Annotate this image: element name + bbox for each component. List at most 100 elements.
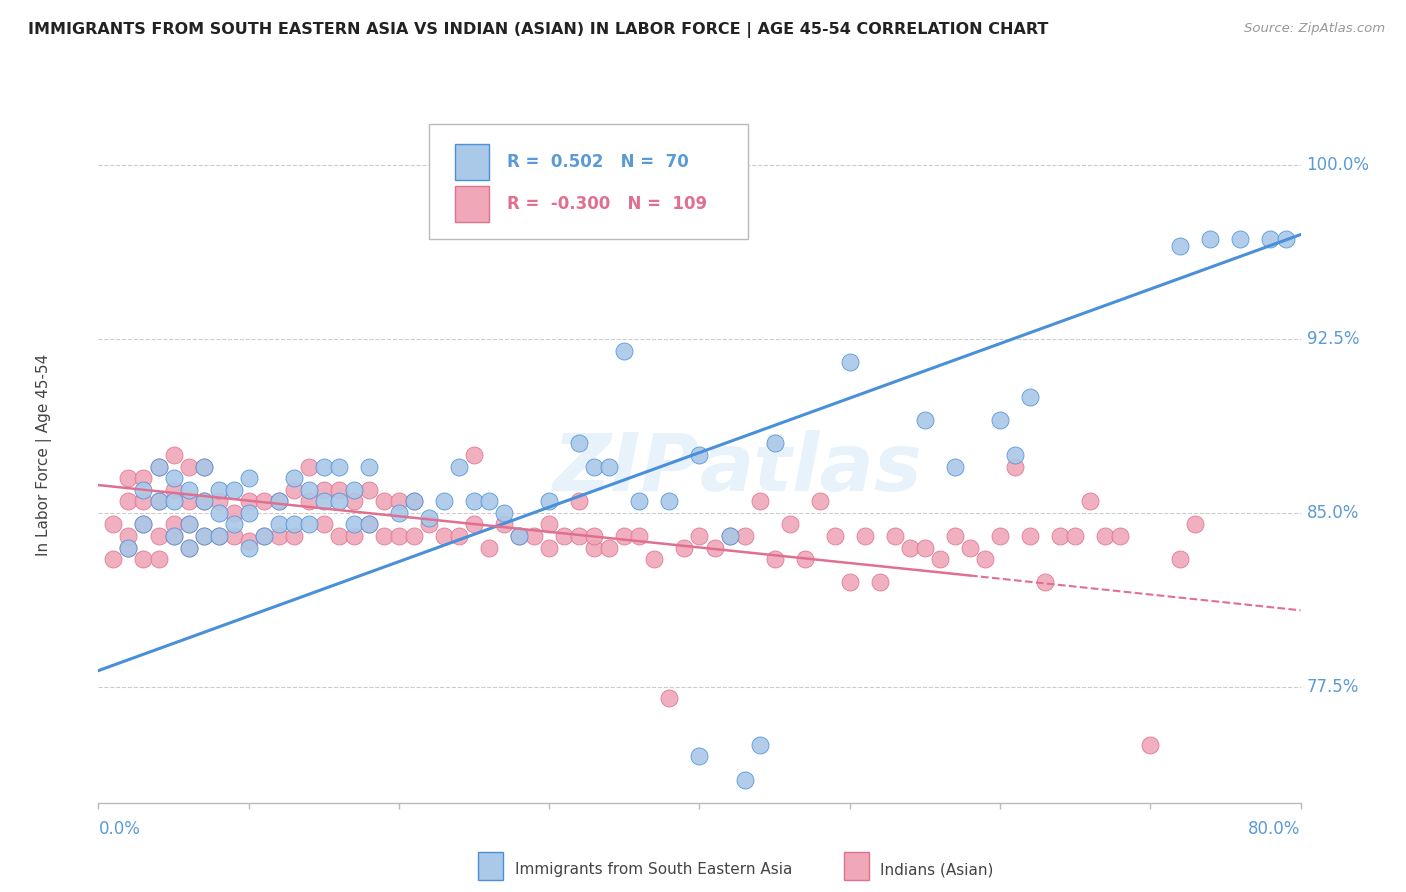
Point	[208, 494, 231, 508]
Point	[177, 459, 200, 474]
Point	[253, 494, 276, 508]
Point	[538, 517, 561, 532]
Text: R =  0.502   N =  70: R = 0.502 N = 70	[508, 153, 689, 171]
Point	[238, 541, 260, 555]
Point	[1229, 232, 1251, 246]
Point	[658, 691, 681, 706]
Point	[568, 436, 591, 450]
Point	[914, 541, 936, 555]
Point	[132, 471, 155, 485]
Point	[1019, 390, 1042, 404]
Point	[1109, 529, 1132, 543]
Point	[779, 517, 801, 532]
Point	[193, 529, 215, 543]
Point	[402, 529, 425, 543]
Text: 85.0%: 85.0%	[1306, 504, 1360, 522]
Point	[117, 541, 139, 555]
Point	[373, 494, 395, 508]
Point	[298, 483, 321, 497]
Point	[447, 459, 470, 474]
Point	[162, 529, 184, 543]
Text: atlas: atlas	[699, 430, 922, 508]
Point	[898, 541, 921, 555]
Point	[1019, 529, 1042, 543]
Point	[988, 529, 1011, 543]
Point	[1033, 575, 1056, 590]
Point	[583, 541, 606, 555]
Point	[763, 552, 786, 566]
Point	[343, 494, 366, 508]
Point	[283, 529, 305, 543]
Point	[283, 483, 305, 497]
Point	[298, 459, 321, 474]
Text: IMMIGRANTS FROM SOUTH EASTERN ASIA VS INDIAN (ASIAN) IN LABOR FORCE | AGE 45-54 : IMMIGRANTS FROM SOUTH EASTERN ASIA VS IN…	[28, 22, 1049, 38]
Point	[117, 494, 139, 508]
Point	[177, 517, 200, 532]
Point	[943, 529, 966, 543]
Point	[583, 459, 606, 474]
Point	[853, 529, 876, 543]
Point	[974, 552, 997, 566]
Point	[177, 483, 200, 497]
Point	[688, 749, 710, 764]
Point	[1170, 239, 1192, 253]
Point	[433, 529, 456, 543]
Point	[1274, 232, 1296, 246]
Point	[463, 494, 485, 508]
Point	[132, 552, 155, 566]
Point	[222, 506, 245, 520]
Point	[734, 529, 756, 543]
Point	[418, 510, 440, 524]
Text: Source: ZipAtlas.com: Source: ZipAtlas.com	[1244, 22, 1385, 36]
Point	[538, 494, 561, 508]
Point	[613, 529, 636, 543]
Point	[357, 517, 380, 532]
Point	[343, 483, 366, 497]
Point	[328, 483, 350, 497]
Point	[568, 494, 591, 508]
Point	[208, 483, 231, 497]
Point	[357, 517, 380, 532]
Point	[1199, 232, 1222, 246]
Text: R =  -0.300   N =  109: R = -0.300 N = 109	[508, 194, 707, 213]
Point	[793, 552, 815, 566]
Point	[988, 413, 1011, 427]
Point	[1004, 459, 1026, 474]
Point	[463, 448, 485, 462]
Point	[402, 494, 425, 508]
Point	[177, 541, 200, 555]
Point	[267, 494, 290, 508]
Point	[1260, 232, 1282, 246]
Point	[238, 506, 260, 520]
Point	[208, 529, 231, 543]
Point	[253, 529, 276, 543]
Point	[388, 494, 411, 508]
Point	[222, 483, 245, 497]
Point	[628, 494, 651, 508]
Point	[238, 533, 260, 548]
Point	[478, 541, 501, 555]
Point	[494, 517, 516, 532]
Point	[312, 459, 335, 474]
Point	[613, 343, 636, 358]
Point	[132, 483, 155, 497]
Point	[283, 517, 305, 532]
Point	[343, 529, 366, 543]
Point	[388, 529, 411, 543]
Text: ZIP: ZIP	[553, 430, 699, 508]
Point	[148, 529, 170, 543]
Point	[222, 517, 245, 532]
Point	[177, 494, 200, 508]
Point	[148, 494, 170, 508]
Point	[402, 494, 425, 508]
Text: Immigrants from South Eastern Asia: Immigrants from South Eastern Asia	[515, 863, 792, 877]
Point	[718, 529, 741, 543]
Point	[103, 517, 125, 532]
Point	[433, 494, 456, 508]
Point	[162, 483, 184, 497]
Text: 92.5%: 92.5%	[1306, 330, 1360, 348]
FancyBboxPatch shape	[429, 125, 748, 239]
Point	[193, 529, 215, 543]
Point	[162, 494, 184, 508]
Point	[748, 738, 770, 752]
